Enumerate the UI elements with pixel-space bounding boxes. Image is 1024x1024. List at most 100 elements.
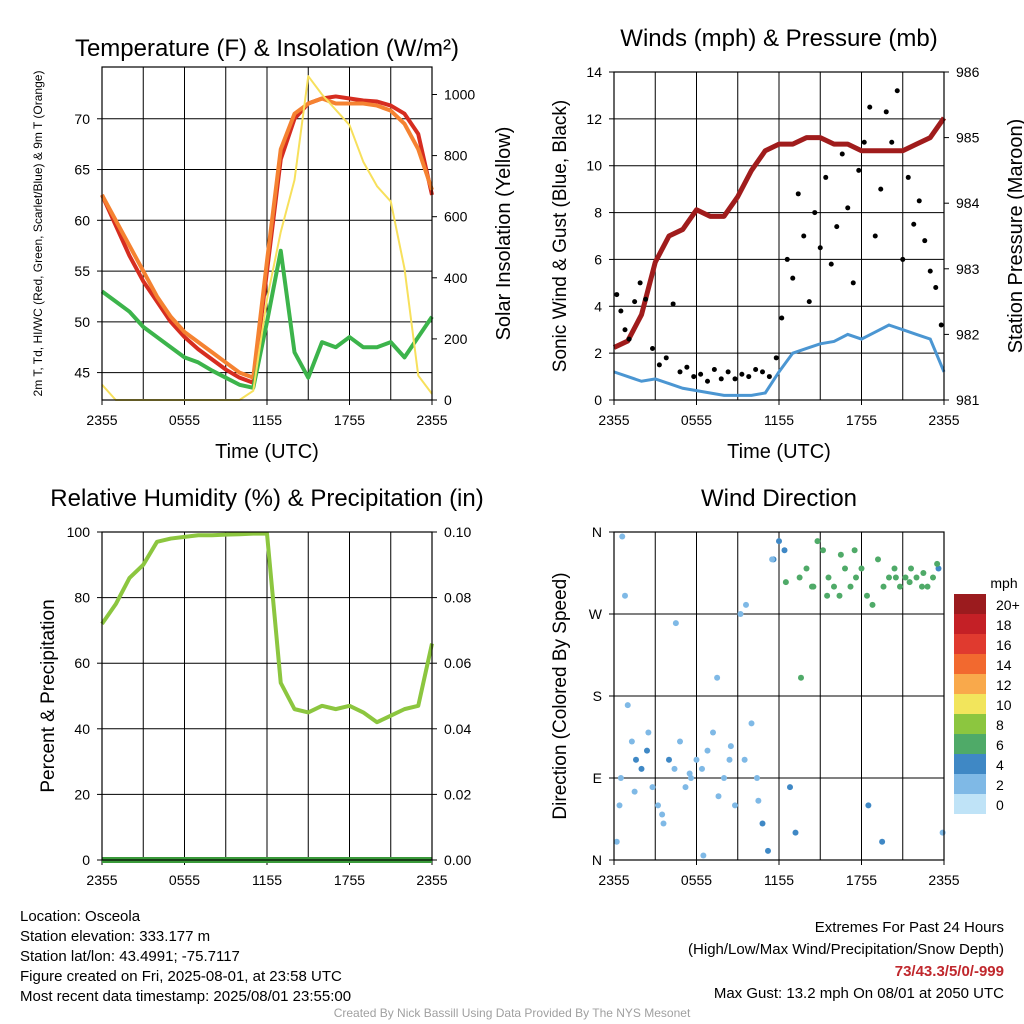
x-tick-label: 2355: [416, 872, 447, 888]
gust-point: [614, 292, 620, 298]
direction-point: [677, 738, 683, 745]
gust-point: [684, 364, 690, 370]
direction-point: [649, 784, 656, 791]
direction-point: [737, 611, 744, 617]
direction-point: [613, 838, 620, 845]
gust-point: [632, 299, 638, 305]
gust-point: [817, 245, 823, 251]
series-line: [100, 531, 434, 725]
gust-point: [927, 268, 933, 274]
gust-point: [839, 151, 845, 157]
gust-point: [663, 355, 669, 361]
gust-point: [938, 322, 944, 328]
figure-created: Figure created on Fri, 2025-08-01, at 23…: [20, 968, 342, 985]
plot-frame: [613, 71, 945, 401]
extremes-title: Extremes For Past 24 Hours: [814, 919, 1004, 936]
gust-point: [861, 139, 867, 145]
direction-point: [919, 583, 925, 590]
direction-point: [616, 802, 623, 809]
y-tick-label: 100: [67, 524, 91, 540]
direction-point: [924, 583, 931, 590]
series-line: [100, 248, 434, 390]
gust-point: [725, 369, 731, 375]
direction-point: [879, 838, 886, 845]
gust-point: [933, 285, 939, 291]
direction-point: [638, 765, 645, 772]
y2-tick-label: 986: [956, 64, 980, 80]
direction-point: [693, 756, 700, 763]
y2-tick-label: 200: [444, 331, 468, 347]
colorbar-swatch: [954, 634, 986, 654]
colorbar-label: 10: [996, 697, 1012, 713]
x-tick-label: 2355: [86, 872, 117, 888]
y2-axis-label: Station Pressure (Maroon): [1005, 119, 1024, 354]
wind-line: [613, 323, 946, 397]
direction-point: [741, 756, 748, 763]
x-tick-label: 1155: [764, 872, 794, 888]
direction-point: [796, 574, 803, 581]
direction-point: [672, 620, 679, 627]
gust-point: [670, 301, 676, 307]
y2-tick-label: 984: [956, 195, 980, 211]
y-tick-label: 6: [594, 251, 602, 267]
direction-point: [715, 793, 722, 800]
y-tick-label: 20: [74, 786, 90, 802]
colorbar-swatch: [954, 614, 986, 634]
colorbar-swatch: [954, 654, 986, 674]
station-info: Location: Osceola Station elevation: 333…: [20, 907, 351, 1007]
gust-point: [823, 174, 829, 180]
direction-point: [628, 738, 635, 745]
gust-point: [784, 256, 790, 262]
direction-point: [913, 574, 920, 581]
extremes-legend: (High/Low/Max Wind/Precipitation/Snow De…: [688, 941, 1004, 958]
direction-point: [792, 829, 799, 836]
chart-title: Relative Humidity (%) & Precipitation (i…: [50, 485, 483, 512]
colorbar-swatch: [954, 754, 986, 774]
gust-point: [894, 88, 900, 94]
y-tick-label: 60: [74, 655, 90, 671]
x-tick-label: 2355: [598, 412, 629, 428]
gust-point: [773, 355, 779, 361]
direction-point: [787, 784, 793, 791]
y-tick-label: 14: [586, 64, 602, 80]
direction-point: [769, 556, 776, 563]
x-axis-label: Time (UTC): [215, 441, 319, 463]
gust-point: [922, 238, 928, 244]
direction-point: [865, 802, 872, 809]
y-tick-label: N: [592, 852, 602, 868]
direction-point: [699, 765, 705, 772]
direction-point: [875, 556, 881, 563]
gust-point: [850, 280, 856, 286]
gust-point: [795, 191, 801, 197]
y2-tick-label: 985: [956, 130, 980, 146]
chart-title: Temperature (F) & Insolation (W/m²): [75, 35, 459, 62]
gust-point: [746, 374, 752, 380]
direction-point: [825, 574, 832, 581]
gust-point: [905, 174, 911, 180]
direction-point: [920, 570, 927, 576]
station-latlon: Station lat/lon: 43.4991; -75.7117: [20, 948, 240, 965]
gust-point: [626, 336, 632, 342]
gust-point: [637, 280, 643, 286]
direction-point: [908, 565, 914, 572]
y2-tick-label: 0.00: [444, 852, 471, 868]
direction-point: [721, 775, 727, 781]
direction-point: [619, 533, 626, 540]
y-tick-label: 45: [74, 365, 90, 381]
gust-point: [779, 315, 785, 321]
direction-point: [666, 756, 672, 763]
direction-point: [886, 574, 892, 581]
chart-title: Wind Direction: [701, 485, 857, 512]
x-tick-label: 1755: [846, 872, 877, 888]
y-tick-label: 60: [74, 212, 90, 228]
direction-point: [935, 565, 942, 572]
direction-point: [686, 770, 693, 777]
direction-point: [743, 601, 749, 608]
y-tick-label: W: [589, 606, 603, 622]
x-tick-label: 0555: [169, 872, 200, 888]
direction-point: [624, 702, 631, 709]
y-tick-label: 40: [74, 721, 90, 737]
y-tick-label: 10: [586, 158, 602, 174]
gust-point: [618, 308, 624, 314]
plot-frame: [101, 66, 433, 401]
